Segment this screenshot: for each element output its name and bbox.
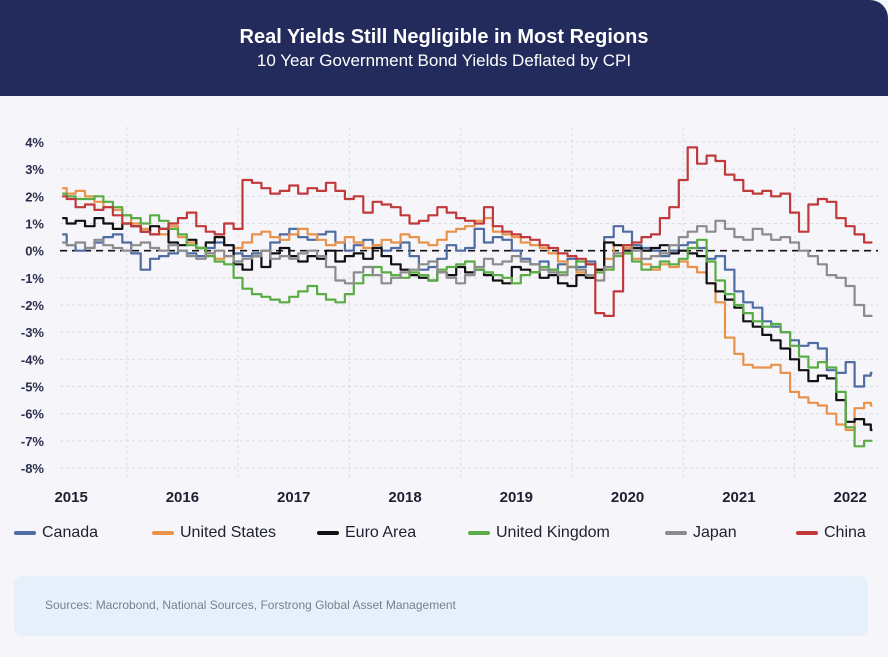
- x-tick-label: 2022: [833, 489, 866, 506]
- x-tick-label: 2021: [722, 489, 755, 506]
- x-tick-label: 2016: [166, 489, 199, 506]
- legend-label: Canada: [42, 524, 99, 541]
- legend-item-japan: Japan: [665, 524, 737, 542]
- legend-swatch: [152, 531, 174, 535]
- chart-subtitle: 10 Year Government Bond Yields Deflated …: [256, 51, 632, 70]
- x-tick-label: 2015: [54, 489, 87, 506]
- y-tick-label: -5%: [21, 380, 45, 395]
- y-tick-label: -2%: [21, 298, 45, 313]
- legend-label: Euro Area: [345, 524, 417, 541]
- y-tick-label: -4%: [21, 352, 45, 367]
- legend-swatch: [665, 531, 687, 535]
- x-tick-label: 2019: [500, 489, 533, 506]
- y-tick-label: 0%: [25, 244, 44, 259]
- x-tick-label: 2018: [388, 489, 421, 506]
- source-box: Sources: Macrobond, National Sources, Fo…: [14, 576, 868, 636]
- series-line-japan: [62, 219, 873, 317]
- legend-label: Japan: [693, 524, 737, 541]
- legend-swatch: [14, 531, 36, 535]
- source-text: Sources: Macrobond, National Sources, Fo…: [45, 598, 456, 612]
- x-axis: 2015 2016 2017 2018 2019 2020 2021 2022: [54, 489, 866, 506]
- legend-item-united-kingdom: United Kingdom: [468, 524, 610, 542]
- x-tick-label: 2017: [277, 489, 310, 506]
- legend-swatch: [796, 531, 818, 535]
- y-tick-label: -6%: [21, 407, 45, 422]
- series-line-united-kingdom: [62, 192, 873, 448]
- legend-label: United States: [180, 524, 277, 541]
- legend-swatch: [317, 531, 339, 535]
- y-tick-label: 2%: [25, 189, 44, 204]
- series-line-united-states: [62, 187, 873, 432]
- y-tick-label: -3%: [21, 325, 45, 340]
- y-tick-label: 3%: [25, 162, 44, 177]
- legend-label: United Kingdom: [496, 524, 610, 541]
- y-axis: 4% 3% 2% 1% 0% -1% -2% -3% -4% -5% -6% -7% -8%: [21, 135, 45, 476]
- legend-label: China: [824, 524, 866, 541]
- legend-item-china: China: [796, 524, 866, 542]
- y-tick-label: -8%: [21, 461, 45, 476]
- grid: [60, 127, 878, 478]
- legend-item-canada: Canada: [14, 524, 98, 542]
- chart-title: Real Yields Still Negligible in Most Reg…: [239, 26, 649, 48]
- y-tick-label: 1%: [25, 217, 44, 232]
- series-line-china: [62, 146, 873, 317]
- y-tick-label: -7%: [21, 434, 45, 449]
- legend-item-euro-area: Euro Area: [317, 524, 416, 542]
- line-chart: 4%3%2%1%0%-1%-2%-3%-4%-5%-6%-7%-8% 2015 2…: [21, 127, 878, 506]
- y-tick-label: 4%: [25, 135, 44, 150]
- y-tick-label: -1%: [21, 271, 45, 286]
- x-tick-label: 2020: [611, 489, 644, 506]
- legend-item-united-states: United States: [152, 524, 276, 542]
- legend: Canada United States Euro Area United Kingd…: [14, 524, 884, 546]
- series-lines: [62, 146, 873, 448]
- chart-header: Real Yields Still Negligible in Most Reg…: [0, 0, 888, 96]
- legend-swatch: [468, 531, 490, 535]
